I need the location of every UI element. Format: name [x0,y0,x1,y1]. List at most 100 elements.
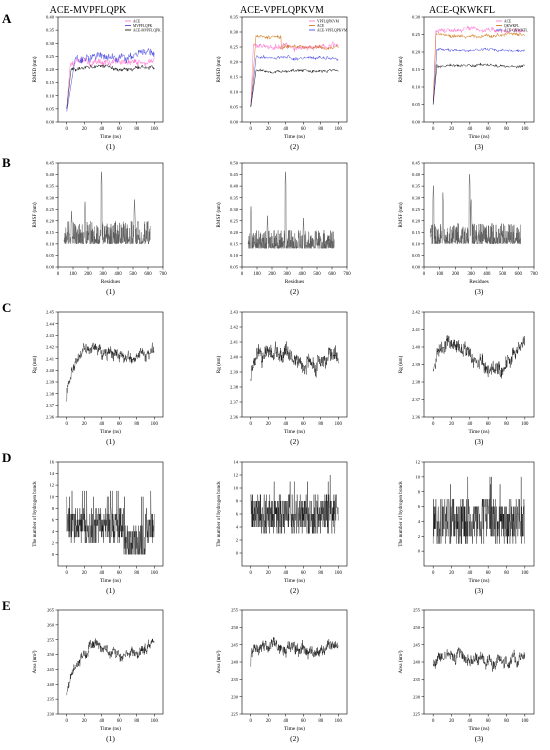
x-tick-label: 80 [134,127,139,132]
x-tick-label: 80 [318,127,323,132]
y-tick-label: 0.25 [230,45,239,50]
y-tick-label: 240 [231,660,239,665]
x-tick-label: 40 [467,422,472,427]
y-tick-label: 0 [236,551,239,556]
y-tick-label: 0.25 [412,32,421,37]
y-tick-label: 0.10 [230,90,239,95]
y-tick-label: 0.10 [46,241,55,246]
x-tick-label: 300 [283,272,291,277]
x-axis-label: Time (ns) [100,428,121,435]
x-tick-label: 20 [82,719,87,724]
y-tick-label: 10 [49,494,54,499]
y-tick-label: 0.40 [46,172,55,177]
trace-line [66,638,155,696]
x-tick-label: 60 [486,571,491,576]
x-tick-label: 100 [151,719,159,724]
legend-label-1: ACE [504,19,512,23]
hbond-line [250,474,339,534]
x-tick-label: 80 [134,719,139,724]
y-axis-label: Area (nm²) [397,650,404,673]
y-tick-label: 0.30 [230,30,239,35]
chart-e2: 225 230 235 240 245 250 255 0 20 40 60 80 100 Time (n… [215,608,348,743]
x-tick-label: 100 [69,272,77,277]
x-tick-label: 0 [66,571,69,576]
y-tick-label: 2 [236,538,239,543]
y-tick-label: 225 [231,712,239,717]
x-tick-label: 600 [328,272,336,277]
x-tick-label: 40 [283,422,288,427]
x-tick-label: 60 [486,422,491,427]
sub-label: (3) [475,437,484,446]
y-axis-label: Rg (nm) [31,356,38,374]
x-tick-label: 500 [129,272,137,277]
y-tick-label: 0.25 [46,54,55,59]
x-tick-label: 0 [241,272,244,277]
x-tick-label: 40 [467,571,472,576]
x-tick-label: 60 [117,127,122,132]
y-tick-label: 265 [47,608,55,613]
y-tick-label: 0.35 [412,184,421,189]
y-tick-label: 235 [413,677,421,682]
x-tick-label: 60 [486,719,491,724]
y-tick-label: 0.45 [46,161,55,166]
x-tick-label: 100 [521,127,529,132]
y-tick-label: 0.20 [230,60,239,65]
chart-d2: 0 2 4 6 8 10 12 14 0 20 40 60 80 100 Time (ns) The numb… [215,460,348,595]
y-axis-label: The number of hydrogen bonds [31,481,38,546]
chart-e1: 230 235 240 245 250 255 260 265 0 20 40 60 80 100 Time… [31,608,164,743]
sub-label: (2) [290,437,299,446]
x-tick-label: 100 [521,422,529,427]
x-tick-label: 0 [66,422,69,427]
panel-title-1: ACE-MVPFLQPK [50,5,127,16]
y-tick-label: 245 [47,667,55,672]
x-tick-label: 700 [343,272,351,277]
x-tick-label: 20 [266,719,271,724]
x-tick-label: 400 [298,272,306,277]
chart-e3: 225 230 235 240 245 250 255 0 20 40 60 80 100 Time (n… [397,608,535,743]
y-tick-label: 2.40 [46,368,55,373]
x-tick-label: 60 [117,571,122,576]
y-tick-label: 0.30 [412,15,421,20]
y-tick-label: 12 [49,483,54,488]
y-tick-label: 4 [52,529,55,534]
rmsd-series-line-3 [66,64,155,109]
y-tick-label: 0.30 [230,207,239,212]
chart-c2: 2.36 2.37 2.38 2.39 2.40 2.41 2.42 2.43 0 20 40 60 8… [215,310,348,446]
y-tick-label: 0.00 [412,265,421,270]
y-tick-label: 2.38 [46,391,55,396]
plot-frame [423,162,535,268]
y-tick-label: 2.36 [230,415,239,420]
x-tick-label: 700 [159,272,167,277]
y-tick-label: 0 [418,549,421,554]
chart-c3: 2.36 2.37 2.38 2.39 2.40 2.41 2.42 0 20 40 60 80 100… [397,310,535,446]
y-axis-label: RMSF (nm) [215,202,222,227]
y-axis-label: RMSD (nm) [397,56,404,82]
x-tick-label: 80 [318,719,323,724]
y-tick-label: 0.25 [46,207,55,212]
plot-frame [57,461,164,567]
x-tick-label: 0 [250,127,253,132]
trace-line [250,636,339,667]
y-tick-label: 230 [47,712,55,717]
row-letter-a: A [2,11,12,26]
y-tick-label: 2.39 [46,380,55,385]
y-tick-label: 2 [52,540,55,545]
legend-label-1: ACE [133,19,141,23]
y-tick-label: 2.37 [412,397,421,402]
x-tick-label: 80 [504,127,509,132]
x-tick-label: 40 [283,127,288,132]
x-tick-label: 100 [151,571,159,576]
y-tick-label: 2.40 [230,355,239,360]
y-tick-label: 2.41 [230,340,239,345]
y-tick-label: 0.30 [412,195,421,200]
sub-label: (3) [475,734,484,743]
x-axis-label: Time (ns) [284,725,305,732]
trace-line [250,341,339,382]
y-tick-label: 0.40 [46,15,55,20]
x-tick-label: 0 [423,272,426,277]
y-tick-label: 8 [52,506,55,511]
y-tick-label: 245 [413,642,421,647]
y-tick-label: 0.10 [230,253,239,258]
x-tick-label: 80 [134,571,139,576]
